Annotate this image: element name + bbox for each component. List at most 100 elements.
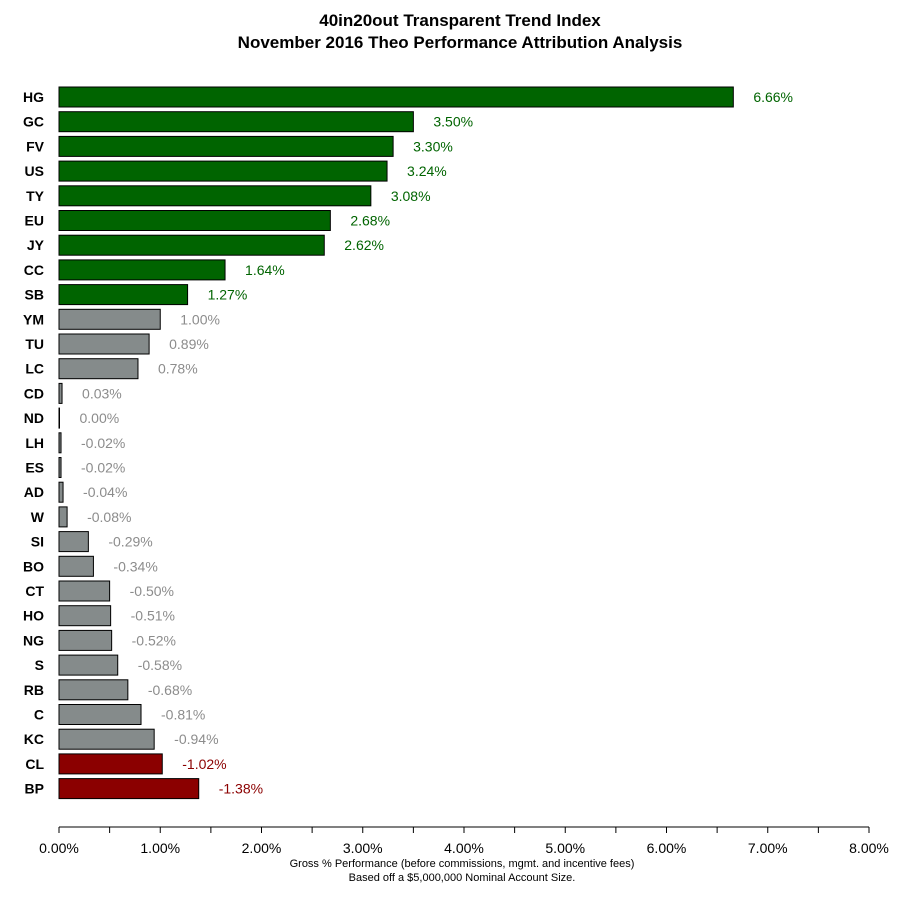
- category-label: FV: [26, 138, 45, 154]
- value-label: 1.27%: [208, 287, 248, 303]
- bar-cl: [58, 753, 163, 775]
- value-label: -1.38%: [219, 781, 263, 797]
- category-label: TU: [25, 336, 44, 352]
- category-label: LH: [25, 435, 44, 451]
- category-label: KC: [24, 731, 44, 747]
- category-label: CD: [24, 385, 44, 401]
- bar-tu: [58, 333, 150, 355]
- value-label: -0.52%: [132, 632, 176, 648]
- bar-si: [58, 531, 89, 553]
- bars-group: HG 6.66% GC 3.50% FV 3.30% US 3.24% TY 3.08% EU 2.6…: [23, 86, 793, 800]
- bar-rb: [58, 679, 129, 701]
- value-label: 0.00%: [80, 410, 120, 426]
- category-label: C: [34, 707, 44, 723]
- category-label: BO: [23, 558, 44, 574]
- bar-bp: [58, 778, 200, 800]
- category-label: JY: [27, 237, 45, 253]
- category-label: YM: [23, 311, 44, 327]
- category-label: US: [25, 163, 44, 179]
- value-label: 3.50%: [433, 114, 473, 130]
- x-tick-label: 0.00%: [39, 840, 79, 856]
- value-label: 0.89%: [169, 336, 209, 352]
- value-label: 1.00%: [180, 311, 220, 327]
- category-label: CL: [25, 756, 44, 772]
- x-tick-label: 4.00%: [444, 840, 484, 856]
- bar-nd: [58, 407, 60, 429]
- value-label: -0.58%: [138, 657, 182, 673]
- chart-title: 40in20out Transparent Trend Index: [319, 11, 601, 30]
- category-label: CT: [25, 583, 44, 599]
- category-label: SB: [25, 287, 44, 303]
- bar-us: [58, 160, 388, 182]
- bar-w: [58, 506, 68, 528]
- x-tick-label: 8.00%: [849, 840, 889, 856]
- value-label: 0.78%: [158, 361, 198, 377]
- x-axis-note: Based off a $5,000,000 Nominal Account S…: [349, 872, 576, 884]
- value-label: -0.68%: [148, 682, 192, 698]
- bar-lc: [58, 358, 139, 380]
- value-label: -0.29%: [108, 534, 152, 550]
- bar-jy: [58, 234, 325, 256]
- category-label: ES: [25, 460, 44, 476]
- bar-c: [58, 704, 142, 725]
- value-label: 2.68%: [350, 213, 390, 229]
- bar-gc: [58, 111, 414, 133]
- value-label: 2.62%: [344, 237, 384, 253]
- category-label: HG: [23, 89, 44, 105]
- category-label: SI: [31, 534, 44, 550]
- bar-ym: [58, 308, 161, 330]
- value-label: 1.64%: [245, 262, 285, 278]
- value-label: -0.08%: [87, 509, 131, 525]
- bar-s: [58, 654, 119, 676]
- value-label: -1.02%: [182, 756, 226, 772]
- category-label: TY: [26, 188, 45, 204]
- value-label: -0.34%: [113, 558, 157, 574]
- category-label: AD: [24, 484, 44, 500]
- bar-hg: [58, 86, 734, 108]
- value-label: -0.02%: [81, 460, 125, 476]
- value-label: -0.94%: [174, 731, 218, 747]
- category-label: W: [31, 509, 45, 525]
- category-label: GC: [23, 114, 44, 130]
- value-label: -0.51%: [131, 608, 175, 624]
- x-tick-label: 6.00%: [647, 840, 687, 856]
- bar-eu: [58, 210, 331, 231]
- value-label: -0.81%: [161, 707, 205, 723]
- bar-es: [58, 457, 62, 478]
- category-label: NG: [23, 632, 44, 648]
- value-label: 0.03%: [82, 385, 122, 401]
- value-label: 3.08%: [391, 188, 431, 204]
- bar-lh: [58, 432, 62, 454]
- x-tick-label: 3.00%: [343, 840, 383, 856]
- category-label: HO: [23, 608, 44, 624]
- x-tick-label: 2.00%: [242, 840, 282, 856]
- chart-subtitle: November 2016 Theo Performance Attributi…: [238, 33, 683, 52]
- category-label: ND: [24, 410, 44, 426]
- category-label: RB: [24, 682, 44, 698]
- category-label: BP: [25, 781, 44, 797]
- value-label: -0.04%: [83, 484, 127, 500]
- category-label: EU: [25, 213, 44, 229]
- bar-cd: [58, 382, 63, 404]
- bar-ho: [58, 605, 112, 627]
- category-label: S: [35, 657, 44, 673]
- category-label: LC: [25, 361, 44, 377]
- value-label: -0.02%: [81, 435, 125, 451]
- bar-cc: [58, 259, 226, 281]
- x-tick-label: 5.00%: [545, 840, 585, 856]
- value-label: 3.30%: [413, 138, 453, 154]
- bar-ad: [58, 481, 64, 503]
- category-label: CC: [24, 262, 44, 278]
- value-label: 6.66%: [753, 89, 793, 105]
- bar-ct: [58, 580, 111, 602]
- bar-fv: [58, 135, 394, 157]
- value-label: -0.50%: [130, 583, 174, 599]
- bar-bo: [58, 555, 94, 577]
- x-tick-label: 7.00%: [748, 840, 788, 856]
- bar-sb: [58, 284, 189, 306]
- value-label: 3.24%: [407, 163, 447, 179]
- x-axis-label: Gross % Performance (before commissions,…: [290, 858, 635, 870]
- bar-ng: [58, 629, 113, 651]
- bar-kc: [58, 728, 155, 750]
